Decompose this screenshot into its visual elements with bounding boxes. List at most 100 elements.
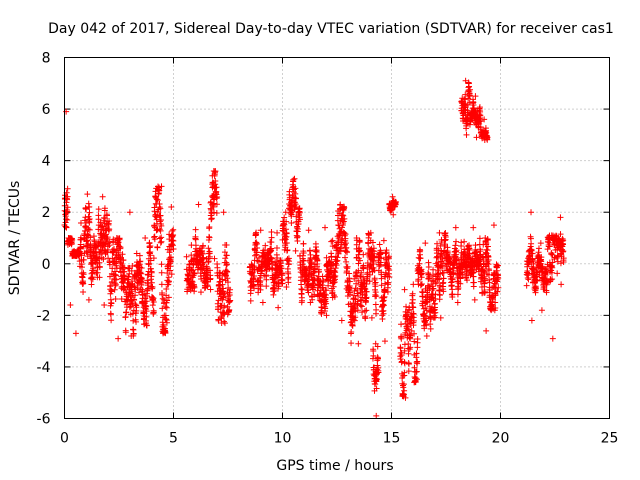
data-point [197, 289, 204, 296]
data-point [349, 322, 356, 329]
data-point [224, 303, 231, 310]
data-point [490, 222, 497, 229]
data-point [463, 277, 470, 284]
data-point [495, 284, 502, 291]
data-point [123, 309, 130, 316]
data-point [86, 216, 93, 223]
plot-frame [64, 57, 610, 419]
data-point [139, 279, 146, 286]
data-point [133, 304, 140, 311]
data-point [299, 297, 305, 304]
data-point [535, 245, 542, 252]
data-point [424, 282, 431, 289]
data-point [159, 295, 166, 302]
data-point [352, 314, 359, 321]
data-point [401, 286, 408, 293]
data-point [429, 291, 436, 298]
data-point [424, 293, 431, 300]
data-point [210, 167, 217, 174]
data-point [384, 288, 391, 295]
data-point [221, 302, 228, 309]
data-point [183, 253, 190, 260]
data-point [405, 326, 412, 333]
data-point [549, 259, 556, 266]
data-point [275, 304, 282, 311]
data-point [328, 238, 335, 245]
data-point [268, 245, 275, 252]
data-point [528, 209, 535, 216]
y-tick-label: -2 [37, 308, 51, 324]
y-tick-label: 8 [42, 51, 51, 67]
data-point [220, 294, 227, 301]
data-point [87, 234, 94, 241]
data-point [283, 283, 290, 290]
data-point [323, 312, 330, 319]
data-point [252, 252, 259, 259]
data-point [110, 236, 117, 243]
data-point [157, 227, 164, 234]
data-point [168, 241, 175, 248]
data-point [371, 275, 378, 282]
data-point [213, 184, 220, 191]
data-point [421, 325, 428, 332]
data-point [86, 209, 93, 216]
data-point [106, 226, 113, 233]
data-point [331, 293, 338, 300]
data-point [401, 347, 408, 354]
data-point [398, 352, 405, 359]
data-point [402, 394, 409, 401]
data-point [219, 281, 226, 288]
data-point [476, 251, 483, 258]
data-point [267, 254, 274, 261]
data-point [373, 306, 380, 313]
data-point [133, 250, 140, 257]
data-point [370, 261, 377, 268]
data-point [96, 274, 103, 281]
data-point [221, 290, 228, 297]
data-point [367, 229, 374, 236]
data-point [528, 317, 535, 324]
data-point [528, 240, 535, 247]
data-point [205, 245, 212, 252]
data-point [88, 281, 95, 288]
data-point [82, 227, 89, 234]
data-point [299, 286, 306, 293]
data-point [373, 412, 380, 419]
data-point [199, 247, 206, 254]
data-point [214, 194, 221, 201]
data-point [296, 209, 303, 216]
data-point [285, 274, 292, 281]
data-point [192, 236, 199, 243]
data-point [200, 254, 207, 261]
data-point [449, 276, 456, 283]
data-point [110, 245, 117, 252]
data-point [437, 314, 444, 321]
data-point [158, 261, 165, 268]
data-point [432, 309, 439, 316]
data-point [64, 193, 71, 200]
data-point [63, 216, 70, 223]
data-point [270, 291, 277, 298]
data-point [471, 296, 478, 303]
data-point [389, 193, 396, 200]
data-point [549, 264, 556, 271]
data-point [392, 198, 399, 205]
data-point [166, 278, 173, 285]
data-point [355, 340, 362, 347]
data-point [322, 224, 329, 231]
data-point [131, 296, 138, 303]
x-axis-label: GPS time / hours [276, 458, 393, 474]
data-point [66, 235, 73, 241]
data-point [483, 327, 490, 334]
data-point [195, 201, 202, 208]
data-point [136, 252, 143, 259]
data-point [363, 307, 370, 314]
data-point [356, 238, 363, 245]
data-point [291, 175, 298, 182]
data-point [481, 116, 488, 123]
data-point [250, 276, 257, 283]
data-point [310, 272, 317, 279]
data-point [85, 226, 92, 233]
data-point [257, 277, 264, 284]
